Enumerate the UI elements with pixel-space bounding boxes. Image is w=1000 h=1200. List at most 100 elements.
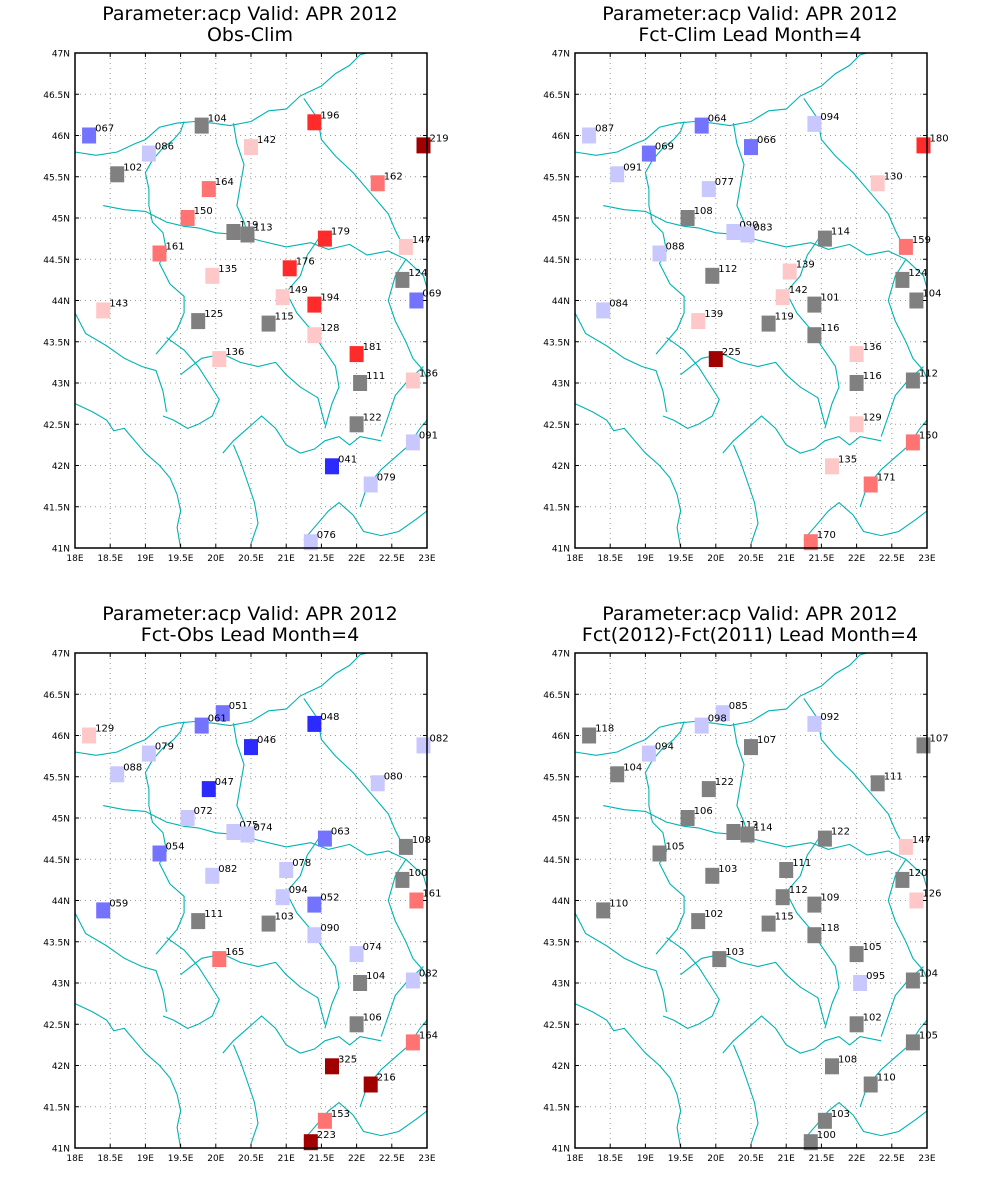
station-marker — [317, 830, 332, 847]
station-value-label: 165 — [225, 947, 244, 958]
station-value-label: 115 — [275, 312, 294, 323]
station-marker — [215, 705, 230, 722]
panel-title: Parameter:acp Valid: APR 2012 — [102, 603, 398, 625]
station-marker — [909, 292, 924, 309]
station-marker — [694, 117, 709, 134]
station-value-label: 082 — [218, 864, 237, 875]
lon-tick-label: 20E — [707, 1154, 724, 1164]
station-value-label: 153 — [331, 1109, 350, 1120]
station-marker — [863, 476, 878, 493]
station-value-label: 149 — [289, 285, 308, 296]
station-marker — [141, 145, 156, 162]
station-value-label: 047 — [215, 777, 234, 788]
station-marker — [870, 175, 885, 192]
map-panel-fct-obs: Parameter:acp Valid: APR 2012 Fct-Obs Le… — [0, 600, 500, 1200]
station-value-label: 194 — [320, 293, 339, 304]
lat-tick-label: 44.5N — [43, 256, 70, 266]
station-value-label: 075 — [239, 820, 258, 831]
station-value-label: 091 — [623, 162, 642, 173]
lat-tick-label: 46.5N — [43, 691, 70, 701]
lat-tick-label: 46.5N — [543, 91, 570, 101]
station-value-label: 150 — [919, 430, 938, 441]
station-marker — [916, 737, 931, 754]
axis-labels: 18E 18.5E 19E 19.5E 20E 20.5E 21E 21.5E 22E 22.5E… — [543, 650, 936, 1165]
station-marker — [405, 434, 420, 451]
lon-tick-label: 22.5E — [879, 1154, 905, 1164]
lat-tick-label: 42N — [52, 1062, 70, 1072]
station-value-label: 125 — [204, 309, 223, 320]
panel-title: Parameter:acp Valid: APR 2012 — [102, 3, 398, 25]
station-marker — [803, 534, 818, 551]
station-value-label: 216 — [377, 1073, 396, 1084]
lat-tick-label: 42.5N — [543, 1021, 570, 1031]
lon-tick-label: 18.5E — [597, 554, 623, 564]
lat-tick-label: 41N — [52, 1145, 70, 1155]
station-value-label: 102 — [863, 1012, 882, 1023]
lat-tick-label: 43.5N — [43, 938, 70, 948]
lon-tick-label: 22E — [348, 554, 365, 564]
lon-tick-label: 22E — [848, 1154, 865, 1164]
station-value-label: 136 — [225, 347, 244, 358]
station-value-label: 090 — [739, 220, 758, 231]
station-value-label: 088 — [123, 762, 142, 773]
station-value-label: 115 — [775, 912, 794, 923]
lat-tick-label: 43.5N — [43, 338, 70, 348]
station-value-label: 094 — [655, 742, 674, 753]
station-marker — [317, 1112, 332, 1129]
station-value-label: 106 — [694, 806, 713, 817]
station-marker — [303, 1134, 318, 1151]
station-marker — [641, 145, 656, 162]
station-value-label: 107 — [757, 735, 776, 746]
station-marker — [761, 315, 776, 332]
lon-tick-label: 23E — [918, 1154, 935, 1164]
station-value-label: 111 — [366, 371, 385, 382]
station-value-label: 122 — [715, 777, 734, 788]
lat-tick-label: 46.5N — [543, 691, 570, 701]
station-marker — [916, 137, 931, 154]
station-marker — [240, 226, 255, 243]
grid — [75, 53, 427, 548]
axis-labels: 18E 18.5E 19E 19.5E 20E 20.5E 21E 21.5E 22E 22.5E… — [43, 50, 436, 565]
station-value-label: 108 — [838, 1054, 857, 1065]
station-value-label: 077 — [715, 177, 734, 188]
station-value-label: 066 — [757, 135, 776, 146]
panel-subtitle: Fct(2012)-Fct(2011) Lead Month=4 — [581, 624, 919, 646]
lon-tick-label: 21.5E — [809, 554, 835, 564]
station-value-label: 103 — [275, 912, 294, 923]
station-marker — [740, 226, 755, 243]
station-marker — [307, 896, 322, 913]
station-marker — [405, 1034, 420, 1051]
lon-tick-label: 18.5E — [97, 554, 123, 564]
station-value-label: 124 — [408, 268, 427, 279]
station-marker — [652, 245, 667, 262]
station-value-label: 083 — [754, 223, 773, 234]
station-value-label: 090 — [320, 923, 339, 934]
lon-tick-label: 19.5E — [168, 1154, 194, 1164]
station-marker — [282, 260, 297, 277]
station-marker — [803, 1134, 818, 1151]
station-marker — [705, 267, 720, 284]
station-value-label: 119 — [775, 312, 794, 323]
station-marker — [596, 302, 611, 319]
station-value-label: 104 — [919, 969, 938, 980]
lon-tick-label: 22.5E — [379, 554, 405, 564]
station-value-label: 171 — [877, 473, 896, 484]
station-value-label: 129 — [95, 724, 114, 735]
lon-tick-label: 22E — [348, 1154, 365, 1164]
lat-tick-label: 42.5N — [543, 421, 570, 431]
axis-labels: 18E 18.5E 19E 19.5E 20E 20.5E 21E 21.5E 22E 22.5E… — [43, 650, 436, 1165]
station-marker — [244, 739, 258, 756]
station-marker — [261, 315, 276, 332]
station-value-label: 086 — [155, 142, 174, 153]
grid — [575, 653, 927, 1148]
lat-tick-label: 41N — [552, 1145, 570, 1155]
lon-tick-label: 20.5E — [738, 1154, 764, 1164]
station-marker — [905, 972, 920, 989]
station-marker — [194, 717, 209, 734]
station-value-label: 111 — [884, 771, 903, 782]
station-marker — [261, 915, 276, 932]
station-marker — [582, 127, 597, 144]
lon-tick-label: 19E — [637, 554, 654, 564]
station-value-label: 064 — [708, 114, 727, 125]
